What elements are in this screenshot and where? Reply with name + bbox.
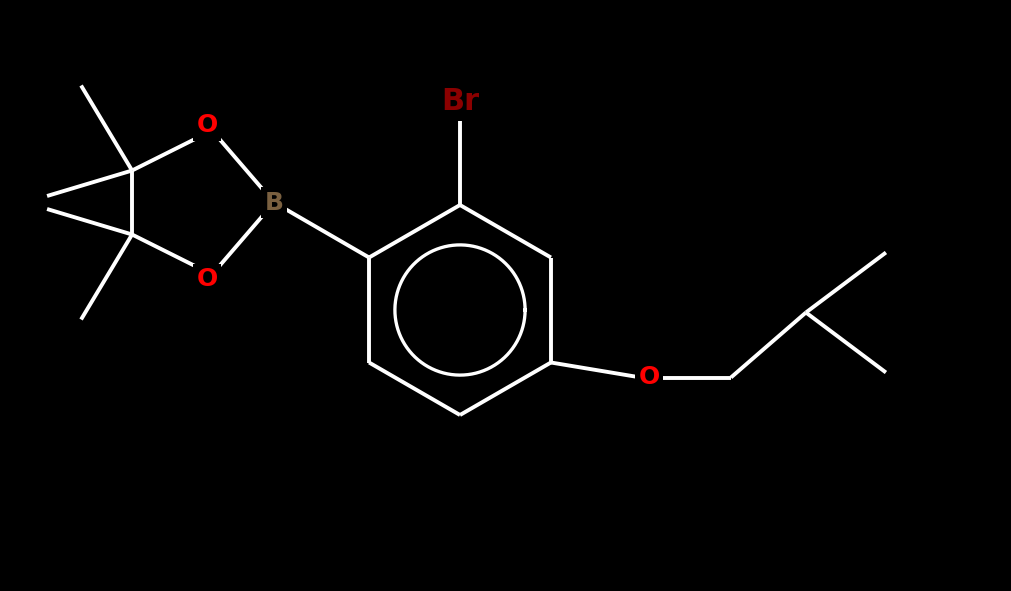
Text: Br: Br: [441, 87, 478, 116]
Text: O: O: [638, 365, 659, 389]
Text: O: O: [196, 268, 217, 291]
Text: B: B: [264, 190, 283, 215]
Text: O: O: [196, 113, 217, 138]
